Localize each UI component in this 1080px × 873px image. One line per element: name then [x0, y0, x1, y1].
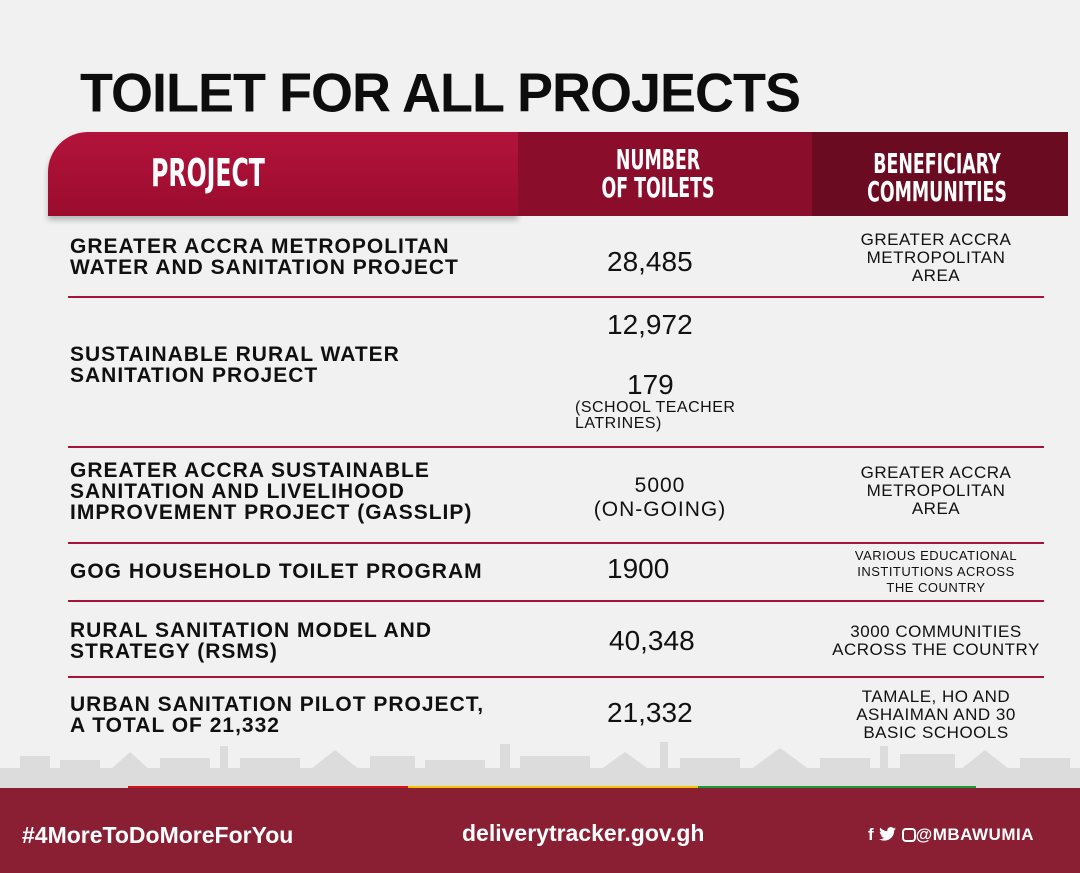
benef-line: 3000 COMMUNITIES: [850, 622, 1022, 641]
benef-line: ACROSS THE COUNTRY: [832, 640, 1040, 659]
table-row-4-beneficiary: VARIOUS EDUCATIONAL INSTITUTIONS ACROSS …: [816, 548, 1056, 596]
city-skyline-decoration: [0, 742, 1080, 788]
benef-line: METROPOLITAN: [866, 248, 1006, 267]
social-handle-text: @MBAWUMIA: [915, 825, 1034, 844]
header-benef-line1: BENEFICIARY: [873, 147, 1001, 180]
benef-line: TAMALE, HO AND: [861, 687, 1011, 706]
table-row-5-project: RURAL SANITATION MODEL AND STRATEGY (RSM…: [70, 620, 432, 662]
footer-website-link[interactable]: deliverytracker.gov.gh: [462, 820, 705, 846]
table-row-1-number: 28,485: [607, 246, 693, 277]
header-number-line2: OF TOILETS: [601, 171, 715, 204]
table-row-2-project: SUSTAINABLE RURAL WATER SANITATION PROJE…: [70, 344, 400, 386]
header-benef-line2: COMMUNITIES: [867, 175, 1007, 208]
benef-line: GREATER ACCRA: [860, 463, 1012, 482]
table-row-6-project: URBAN SANITATION PILOT PROJECT, A TOTAL …: [70, 694, 484, 736]
project-line: GOG HOUSEHOLD TOILET PROGRAM: [70, 560, 483, 583]
footer-social-handle[interactable]: f @MBAWUMIA: [868, 825, 1034, 845]
table-row-1-beneficiary: GREATER ACCRA METROPOLITAN AREA: [816, 231, 1056, 285]
footer-bar: #4MoreToDoMoreForYou deliverytracker.gov…: [0, 788, 1080, 873]
page-title: TOILET FOR ALL PROJECTS: [80, 62, 801, 124]
benef-line: METROPOLITAN: [866, 481, 1006, 500]
project-line: SANITATION AND LIVELIHOOD: [70, 480, 405, 503]
row-divider: [68, 600, 1044, 602]
table-row-3-number: 5000 (ON-GOING): [560, 474, 760, 522]
benef-line: BASIC SCHOOLS: [863, 723, 1009, 742]
note-line: LATRINES): [575, 415, 662, 432]
benef-line: GREATER ACCRA: [860, 230, 1012, 249]
note-line: (SCHOOL TEACHER: [575, 399, 736, 416]
header-beneficiary-column: BENEFICIARY COMMUNITIES: [812, 132, 1068, 216]
table-row-5-number: 40,348: [609, 625, 695, 656]
number-line: 5000: [634, 474, 686, 497]
benef-line: INSTITUTIONS ACROSS: [857, 564, 1015, 579]
benef-line: AREA: [911, 499, 961, 518]
header-number-column: NUMBER OF TOILETS: [518, 132, 812, 216]
project-line: RURAL SANITATION MODEL AND: [70, 619, 432, 642]
instagram-icon: [901, 828, 916, 842]
table-row-1-project: GREATER ACCRA METROPOLITAN WATER AND SAN…: [70, 236, 459, 278]
table-row-6-beneficiary: TAMALE, HO AND ASHAIMAN AND 30 BASIC SCH…: [816, 688, 1056, 742]
table-row-4-number: 1900: [607, 553, 670, 584]
footer-hashtag: #4MoreToDoMoreForYou: [22, 822, 294, 848]
table-row-2-number: 12,972: [607, 309, 693, 340]
header-project-column: PROJECT: [48, 132, 518, 216]
project-line: GREATER ACCRA SUSTAINABLE: [70, 459, 430, 482]
row-divider: [68, 676, 1044, 678]
project-line: URBAN SANITATION PILOT PROJECT,: [70, 693, 485, 716]
header-project-label: PROJECT: [151, 151, 265, 195]
benef-line: ASHAIMAN AND 30: [856, 705, 1016, 724]
number-line: (ON-GOING): [593, 498, 727, 521]
project-line: WATER AND SANITATION PROJECT: [70, 256, 459, 279]
benef-line: VARIOUS EDUCATIONAL: [854, 548, 1018, 563]
row-divider: [68, 446, 1044, 448]
project-line: STRATEGY (RSMS): [70, 640, 278, 663]
project-line: A TOTAL OF 21,332: [70, 714, 280, 737]
row-divider: [68, 542, 1044, 544]
project-line: GREATER ACCRA METROPOLITAN: [70, 235, 450, 258]
header-number-line1: NUMBER: [615, 143, 701, 176]
table-row-3-beneficiary: GREATER ACCRA METROPOLITAN AREA: [816, 464, 1056, 518]
benef-line: AREA: [911, 266, 961, 285]
row-divider: [68, 296, 1044, 298]
project-line: SANITATION PROJECT: [70, 364, 319, 387]
benef-line: THE COUNTRY: [886, 580, 986, 595]
table-row-2-number-note: (SCHOOL TEACHER LATRINES): [575, 400, 735, 432]
facebook-icon: f: [868, 825, 875, 844]
project-line: IMPROVEMENT PROJECT (GASSLIP): [70, 501, 473, 524]
twitter-icon: [879, 827, 897, 841]
table-row-5-beneficiary: 3000 COMMUNITIES ACROSS THE COUNTRY: [816, 623, 1056, 659]
project-line: SUSTAINABLE RURAL WATER: [70, 343, 400, 366]
table-row-2-number-extra: 179: [627, 369, 674, 400]
table-row-3-project: GREATER ACCRA SUSTAINABLE SANITATION AND…: [70, 460, 472, 523]
table-row-4-project: GOG HOUSEHOLD TOILET PROGRAM: [70, 561, 483, 582]
header-number-label: NUMBER OF TOILETS: [565, 146, 751, 202]
table-row-6-number: 21,332: [607, 697, 693, 728]
header-beneficiary-label: BENEFICIARY COMMUNITIES: [847, 150, 1027, 206]
